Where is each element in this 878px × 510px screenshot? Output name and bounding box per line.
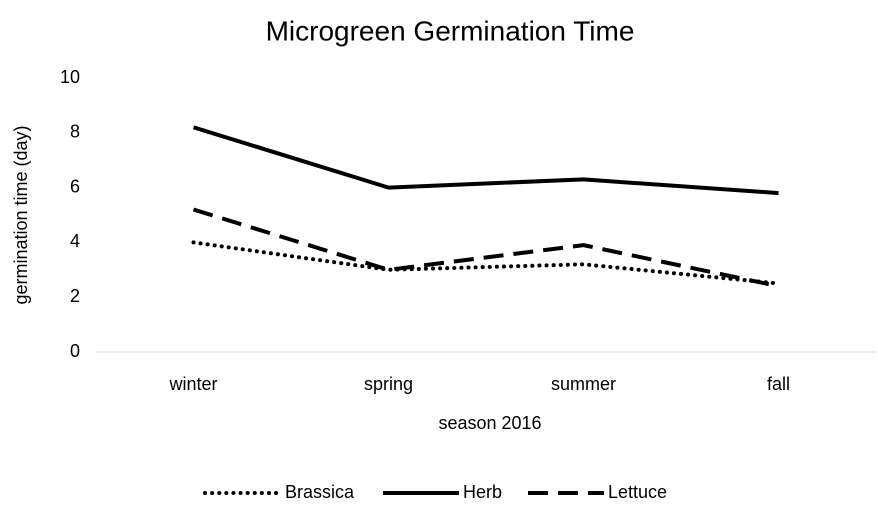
y-tick-label: 8 <box>70 122 80 142</box>
legend-label: Herb <box>463 482 502 502</box>
legend-label: Brassica <box>285 482 355 502</box>
x-tick-label: summer <box>551 374 616 394</box>
x-tick-label: fall <box>767 374 790 394</box>
series-line <box>192 125 779 196</box>
y-axis-label: germination time (day) <box>11 125 31 304</box>
x-tick-label: spring <box>364 374 413 394</box>
y-tick-label: 10 <box>60 67 80 87</box>
x-axis-label: season 2016 <box>438 413 541 433</box>
y-tick-label: 4 <box>70 231 80 251</box>
y-tick-label: 2 <box>70 286 80 306</box>
series-line <box>191 240 781 286</box>
x-tick-label: winter <box>168 374 217 394</box>
legend-label: Lettuce <box>608 482 667 502</box>
chart-title: Microgreen Germination Time <box>266 15 635 46</box>
y-tick-label: 0 <box>70 341 80 361</box>
series-line <box>192 207 779 289</box>
y-tick-label: 6 <box>70 176 80 196</box>
